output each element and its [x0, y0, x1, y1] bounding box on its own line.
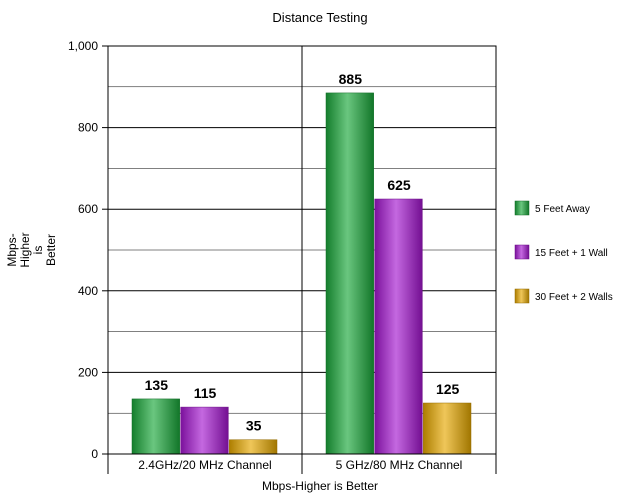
data-label: 35 [246, 418, 262, 434]
data-label: 135 [145, 377, 169, 393]
bar [180, 406, 229, 455]
chart-title: Distance Testing [272, 10, 367, 25]
bar [229, 439, 278, 455]
y-tick-label: 400 [78, 284, 98, 298]
data-label: 625 [387, 177, 411, 193]
data-label: 115 [194, 385, 217, 401]
x-axis-categories: 2.4GHz/20 MHz Channel 5 GHz/80 MHz Channe… [138, 458, 462, 472]
y-axis-label: Mbps- Higher is Better [5, 232, 58, 267]
x-axis-label: Mbps-Higher is Better [262, 479, 378, 493]
data-labels: 135 115 35 885 625 125 [145, 71, 460, 434]
y-axis-label-line: Higher [18, 232, 32, 267]
bar [325, 92, 374, 455]
y-tick-label: 0 [91, 447, 98, 461]
data-label: 125 [436, 381, 460, 397]
y-tick-label: 600 [78, 202, 98, 216]
legend-label: 15 Feet + 1 Wall [535, 248, 608, 259]
legend: 5 Feet Away 15 Feet + 1 Wall 30 Feet + 2 W… [514, 200, 613, 304]
legend-swatch [514, 200, 530, 216]
y-axis-ticks: 0 200 400 600 800 1,000 [68, 39, 108, 461]
plot-frame [107, 45, 497, 474]
y-axis-label-line: Mbps- [5, 233, 19, 266]
legend-swatch [514, 244, 530, 260]
y-axis-label-line: Better [44, 234, 58, 266]
bar [374, 198, 423, 455]
legend-label: 5 Feet Away [535, 204, 590, 215]
y-tick-label: 800 [78, 121, 98, 135]
x-category-label: 2.4GHz/20 MHz Channel [138, 458, 271, 472]
y-axis-label-line: is [31, 246, 45, 255]
y-tick-label: 1,000 [68, 39, 98, 53]
legend-label: 30 Feet + 2 Walls [535, 292, 613, 303]
bar [423, 402, 472, 455]
x-category-label: 5 GHz/80 MHz Channel [336, 458, 463, 472]
legend-swatch [514, 288, 530, 304]
y-tick-label: 200 [78, 365, 98, 379]
bars [131, 92, 472, 455]
bar [131, 398, 180, 455]
data-label: 885 [339, 71, 363, 87]
